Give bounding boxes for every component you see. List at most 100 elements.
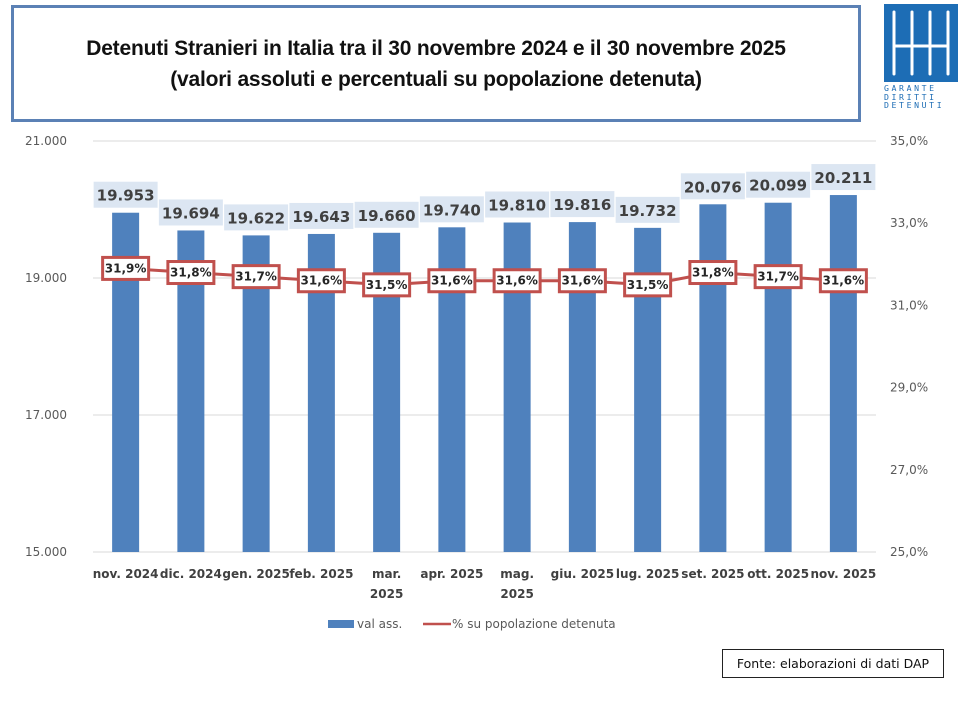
x-axis-tick-label: ott. 2025 bbox=[747, 567, 809, 581]
line-point-marker bbox=[557, 268, 607, 294]
line-data-label: 31,6% bbox=[296, 268, 346, 294]
x-axis-tick-label: lug. 2025 bbox=[616, 567, 679, 581]
bar-label-text: 19.810 bbox=[488, 197, 546, 215]
bar-label-bg bbox=[615, 196, 680, 223]
line-label-text: 31,8% bbox=[170, 266, 212, 280]
bar-label-text: 19.643 bbox=[292, 208, 350, 226]
garante-logo-icon bbox=[884, 4, 958, 82]
chart-title-box: Detenuti Stranieri in Italia tra il 30 n… bbox=[11, 5, 861, 122]
line-point-marker bbox=[753, 264, 803, 290]
garante-h-mark-icon bbox=[892, 10, 950, 76]
x-axis-tick-label: nov. 2024 bbox=[93, 567, 159, 581]
x-axis-tick-label: gen. 2025 bbox=[222, 567, 289, 581]
line-label-text: 31,6% bbox=[823, 274, 865, 288]
line-label-text: 31,6% bbox=[431, 274, 473, 288]
bar-label-bg bbox=[680, 173, 745, 200]
left-axis: 15.000 17.000 19.000 21.000 bbox=[25, 134, 67, 559]
line-label-text: 31,9% bbox=[105, 261, 147, 275]
right-axis-tick-label: 33,0% bbox=[890, 216, 928, 230]
x-axis-tick-label: mag. bbox=[500, 567, 534, 581]
line-point-marker bbox=[166, 260, 216, 286]
bar-label-text: 19.740 bbox=[423, 201, 481, 219]
line-data-label: 31,6% bbox=[818, 268, 868, 294]
bar-label-bg bbox=[419, 196, 484, 223]
bar-label-bg bbox=[93, 181, 158, 208]
line-data-label: 31,8% bbox=[166, 260, 216, 286]
right-axis-tick-label: 35,0% bbox=[890, 134, 928, 148]
line-data-label: 31,6% bbox=[427, 268, 477, 294]
x-axis-tick-label: 2025 bbox=[500, 587, 533, 601]
line-data-label: 31,7% bbox=[753, 264, 803, 290]
bar-label-text: 19.660 bbox=[358, 207, 416, 225]
bar-label-text: 19.622 bbox=[227, 209, 285, 227]
logo-text-line-1: GARANTE bbox=[884, 83, 937, 93]
bar-label-bg bbox=[289, 202, 354, 229]
bar-label-bg bbox=[811, 164, 876, 191]
line-data-labels: 31,9% 31,8% 31,7% 31,6% 31,5% 31,6% 31,6% 31,6%… bbox=[101, 255, 868, 298]
line-data-label: 31,5% bbox=[623, 272, 673, 298]
left-axis-tick-label: 17.000 bbox=[25, 408, 67, 422]
left-axis-tick-label: 19.000 bbox=[25, 271, 67, 285]
source-note: Fonte: elaborazioni di dati DAP bbox=[722, 649, 944, 678]
line-label-text: 31,7% bbox=[757, 270, 799, 284]
right-axis-tick-label: 29,0% bbox=[890, 381, 928, 395]
bar-label-text: 20.076 bbox=[684, 178, 742, 196]
line-label-text: 31,6% bbox=[562, 274, 604, 288]
line-data-label: 31,9% bbox=[101, 255, 151, 281]
bar-data-label: 19.810 bbox=[485, 191, 550, 218]
bar-data-label: 20.211 bbox=[811, 164, 876, 191]
line-point-marker bbox=[818, 268, 868, 294]
left-axis-tick-label: 21.000 bbox=[25, 134, 67, 148]
bar-data-label: 19.953 bbox=[93, 181, 158, 208]
line-point-marker bbox=[362, 272, 412, 298]
bar-data-label: 20.076 bbox=[680, 173, 745, 200]
bar-label-bg bbox=[224, 204, 289, 231]
bar-data-label: 19.660 bbox=[354, 201, 419, 228]
x-axis-tick-label: nov. 2025 bbox=[810, 567, 876, 581]
bar-label-bg bbox=[485, 191, 550, 218]
line-data-label: 31,6% bbox=[557, 268, 607, 294]
left-axis-tick-label: 15.000 bbox=[25, 545, 67, 559]
bar-data-label: 19.643 bbox=[289, 202, 354, 229]
line-data-label: 31,6% bbox=[492, 268, 542, 294]
bar-data-label: 19.622 bbox=[224, 204, 289, 231]
bar-series bbox=[112, 195, 857, 553]
logo-text-line-2: DIRITTI bbox=[884, 91, 937, 102]
x-axis-tick-label: giu. 2025 bbox=[551, 567, 614, 581]
line-label-text: 31,5% bbox=[366, 278, 408, 292]
line-point-marker bbox=[688, 260, 738, 286]
line-label-text: 31,8% bbox=[692, 266, 734, 280]
chart-title-line-1: Detenuti Stranieri in Italia tra il 30 n… bbox=[86, 36, 786, 60]
bar-data-label: 19.694 bbox=[158, 199, 223, 226]
x-axis-tick-label: feb. 2025 bbox=[289, 567, 353, 581]
bar-label-text: 19.694 bbox=[162, 204, 220, 222]
line-data-label: 31,7% bbox=[231, 264, 281, 290]
x-axis-tick-label: mar. bbox=[372, 567, 401, 581]
bar-label-text: 19.953 bbox=[97, 187, 155, 205]
bar-label-text: 20.211 bbox=[814, 169, 872, 187]
bar-data-labels: 19.953 19.694 19.622 19.643 19.660 19.740 19.8… bbox=[93, 164, 876, 231]
garante-logo-text: GARANTE DIRITTI DETENUTI bbox=[884, 84, 958, 110]
line-label-text: 31,7% bbox=[235, 270, 277, 284]
bar-label-text: 19.816 bbox=[553, 196, 611, 214]
bar bbox=[699, 204, 727, 552]
line-point-marker bbox=[427, 268, 477, 294]
right-axis: 25,0% 27,0% 29,0% 31,0% 33,0% 35,0% bbox=[890, 134, 928, 559]
garante-logo: GARANTE DIRITTI DETENUTI bbox=[884, 4, 958, 110]
right-axis-tick-label: 31,0% bbox=[890, 298, 928, 312]
bar-label-bg bbox=[158, 199, 223, 226]
x-axis-tick-label: apr. 2025 bbox=[420, 567, 483, 581]
bar-data-label: 19.816 bbox=[550, 191, 615, 218]
bar-data-label: 19.732 bbox=[615, 196, 680, 223]
x-axis-tick-label: dic. 2024 bbox=[160, 567, 222, 581]
line-point-marker bbox=[101, 255, 151, 281]
x-axis: nov. 2024 dic. 2024 gen. 2025 feb. 2025 mar.… bbox=[93, 567, 877, 601]
line-label-text: 31,5% bbox=[627, 278, 669, 292]
legend-label-bar: val ass. bbox=[357, 617, 402, 631]
x-axis-tick-label: 2025 bbox=[370, 587, 403, 601]
legend-swatch-bar bbox=[328, 620, 354, 628]
bar-label-bg bbox=[746, 171, 811, 198]
bar-label-bg bbox=[354, 201, 419, 228]
line-point-marker bbox=[623, 272, 673, 298]
